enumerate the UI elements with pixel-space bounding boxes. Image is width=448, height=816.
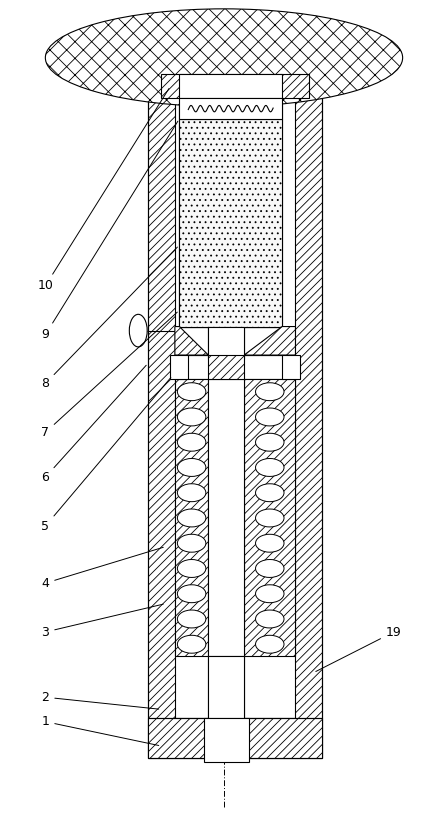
Ellipse shape	[255, 585, 284, 603]
Text: 4: 4	[41, 548, 163, 590]
Bar	[208, 656, 244, 717]
Bar	[170, 355, 188, 379]
Ellipse shape	[177, 484, 206, 502]
Ellipse shape	[177, 560, 206, 578]
Ellipse shape	[255, 433, 284, 451]
Text: 5: 5	[41, 378, 171, 533]
Ellipse shape	[177, 636, 206, 653]
Bar	[175, 379, 296, 656]
Bar	[204, 717, 249, 762]
Ellipse shape	[255, 408, 284, 426]
Bar	[161, 74, 309, 99]
Ellipse shape	[177, 585, 206, 603]
Bar	[282, 355, 300, 379]
Bar	[296, 99, 322, 758]
Ellipse shape	[255, 534, 284, 552]
Text: 3: 3	[41, 604, 163, 638]
Text: 7: 7	[41, 312, 177, 439]
Ellipse shape	[255, 560, 284, 578]
Bar	[179, 99, 282, 119]
Bar	[175, 717, 296, 758]
Text: 2: 2	[41, 690, 159, 709]
Polygon shape	[175, 326, 208, 355]
Bar	[148, 717, 322, 758]
Ellipse shape	[255, 383, 284, 401]
Circle shape	[129, 314, 147, 347]
Text: 9: 9	[41, 121, 178, 341]
Ellipse shape	[255, 484, 284, 502]
Ellipse shape	[177, 408, 206, 426]
Ellipse shape	[255, 459, 284, 477]
Bar	[208, 355, 244, 379]
Text: 1: 1	[41, 715, 159, 746]
Bar	[179, 119, 282, 326]
Ellipse shape	[45, 9, 403, 107]
Ellipse shape	[177, 610, 206, 628]
Ellipse shape	[255, 610, 284, 628]
Text: 10: 10	[38, 89, 169, 292]
Bar	[148, 99, 175, 758]
Text: 8: 8	[41, 247, 177, 390]
Bar	[179, 74, 282, 99]
Ellipse shape	[177, 534, 206, 552]
Bar	[208, 326, 244, 359]
Ellipse shape	[177, 509, 206, 527]
Ellipse shape	[255, 636, 284, 653]
Ellipse shape	[255, 509, 284, 527]
Ellipse shape	[177, 383, 206, 401]
Text: 19: 19	[316, 626, 401, 672]
Ellipse shape	[177, 433, 206, 451]
Text: 6: 6	[41, 366, 146, 484]
Ellipse shape	[177, 459, 206, 477]
Polygon shape	[244, 326, 296, 355]
Bar	[208, 379, 244, 656]
